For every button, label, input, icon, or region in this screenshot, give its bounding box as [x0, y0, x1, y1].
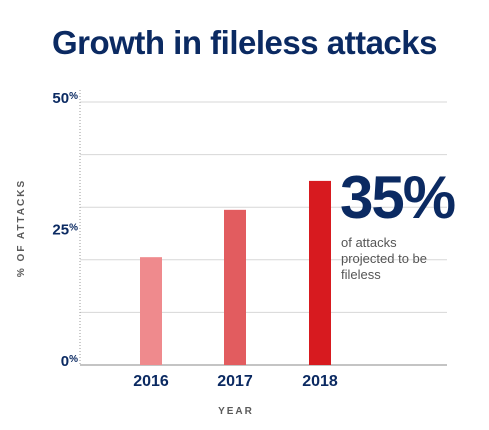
y-tick-label: 50%	[52, 90, 78, 107]
x-axis-title: YEAR	[218, 406, 254, 417]
bars	[140, 180, 331, 365]
x-tick-label: 2018	[302, 373, 338, 390]
y-axis-title: % OF ATTACKS	[16, 179, 27, 277]
x-tick-label: 2017	[217, 373, 253, 390]
y-tick-labels: 0% 25% 50%	[52, 90, 78, 370]
bar-2016	[140, 257, 162, 365]
y-tick-label: 25%	[52, 222, 78, 239]
bar-2017	[224, 209, 246, 365]
gridlines	[80, 101, 447, 366]
bar-2018	[309, 180, 331, 365]
x-tick-label: 2016	[133, 373, 169, 390]
callout-text: of attacks projected to be fileless	[341, 235, 428, 282]
chart-title: Growth in fileless attacks	[52, 24, 437, 61]
x-tick-labels: 2016 2017 2018	[133, 373, 338, 390]
callout-value: 35%	[340, 164, 456, 231]
y-tick-label: 0%	[61, 353, 78, 370]
